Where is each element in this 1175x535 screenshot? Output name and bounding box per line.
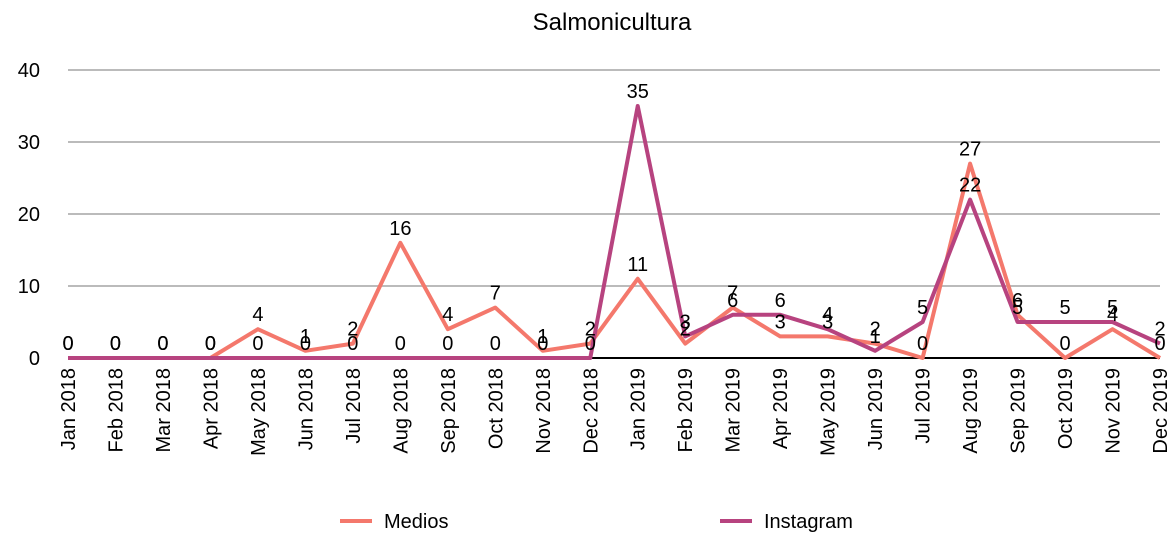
x-tick-label: Mar 2019 xyxy=(723,368,745,453)
x-tick-label: Oct 2019 xyxy=(1055,368,1077,449)
x-tick-label: Nov 2018 xyxy=(533,368,555,454)
data-label: 7 xyxy=(727,283,738,305)
data-label: 0 xyxy=(110,333,121,355)
data-label: 0 xyxy=(537,333,548,355)
x-tick-label: Jan 2018 xyxy=(58,368,80,450)
data-label: 27 xyxy=(959,139,981,161)
data-label: 6 xyxy=(775,290,786,312)
x-tick-label: Sep 2018 xyxy=(438,368,460,454)
x-tick-label: Jul 2018 xyxy=(343,368,365,444)
data-label: 0 xyxy=(585,333,596,355)
data-label: 5 xyxy=(917,297,928,319)
x-tick-label: Feb 2019 xyxy=(675,368,697,453)
x-tick-label: Aug 2019 xyxy=(960,368,982,454)
data-label: 0 xyxy=(300,333,311,355)
y-tick-label: 30 xyxy=(18,132,40,154)
data-label: 0 xyxy=(62,333,73,355)
x-tick-label: Feb 2018 xyxy=(105,368,127,453)
x-tick-label: Aug 2018 xyxy=(390,368,412,454)
data-label: 0 xyxy=(347,333,358,355)
data-label: 2 xyxy=(585,319,596,341)
data-label: 35 xyxy=(627,81,649,103)
data-label: 4 xyxy=(822,304,833,326)
data-label: 3 xyxy=(775,311,786,333)
y-tick-label: 10 xyxy=(18,276,40,298)
data-label: 4 xyxy=(1107,304,1118,326)
x-tick-label: May 2018 xyxy=(248,368,270,456)
data-label: 16 xyxy=(389,218,411,240)
data-label: 0 xyxy=(1154,333,1165,355)
data-label: 5 xyxy=(1059,297,1070,319)
x-tick-label: Jul 2019 xyxy=(913,368,935,444)
data-label: 1 xyxy=(300,326,311,348)
data-label: 0 xyxy=(252,333,263,355)
legend-label: Medios xyxy=(384,511,448,533)
data-label: 1 xyxy=(537,326,548,348)
x-tick-label: Dec 2019 xyxy=(1150,368,1172,454)
data-label: 3 xyxy=(822,311,833,333)
data-label: 2 xyxy=(1154,319,1165,341)
data-label: 6 xyxy=(1012,290,1023,312)
x-tick-label: Oct 2018 xyxy=(485,368,507,449)
series-line xyxy=(68,161,1162,360)
data-label: 5 xyxy=(1107,297,1118,319)
x-tick-label: Jun 2018 xyxy=(295,368,317,450)
x-tick-label: Dec 2018 xyxy=(580,368,602,454)
data-label: 0 xyxy=(395,333,406,355)
data-label: 4 xyxy=(442,304,453,326)
chart-title: Salmonicultura xyxy=(533,9,692,36)
data-label: 11 xyxy=(627,254,648,276)
series-line xyxy=(68,104,1161,360)
legend-label: Instagram xyxy=(764,511,853,533)
data-label: 2 xyxy=(870,319,881,341)
x-tick-label: Jan 2019 xyxy=(628,368,650,450)
x-tick-label: Apr 2019 xyxy=(770,368,792,449)
data-label: 0 xyxy=(157,333,168,355)
x-tick-label: Mar 2018 xyxy=(153,368,175,453)
data-label: 6 xyxy=(727,290,738,312)
data-label: 0 xyxy=(442,333,453,355)
y-tick-label: 0 xyxy=(29,348,40,370)
y-tick-label: 40 xyxy=(18,60,40,82)
data-label: 0 xyxy=(62,333,73,355)
data-label: 0 xyxy=(490,333,501,355)
x-tick-label: Sep 2019 xyxy=(1008,368,1030,454)
data-label: 0 xyxy=(205,333,216,355)
x-tick-label: Jun 2019 xyxy=(865,368,887,450)
data-label: 3 xyxy=(680,311,691,333)
data-label: 1 xyxy=(870,326,881,348)
data-label: 4 xyxy=(252,304,263,326)
data-label: 22 xyxy=(959,175,981,197)
data-label: 0 xyxy=(917,333,928,355)
data-label: 0 xyxy=(1059,333,1070,355)
x-tick-label: Apr 2018 xyxy=(200,368,222,449)
data-label: 2 xyxy=(680,319,691,341)
data-label: 2 xyxy=(347,319,358,341)
x-tick-label: May 2019 xyxy=(818,368,840,456)
data-label: 5 xyxy=(1012,297,1023,319)
x-tick-label: Nov 2019 xyxy=(1103,368,1125,454)
data-label: 0 xyxy=(205,333,216,355)
data-label: 7 xyxy=(490,283,501,305)
data-label: 0 xyxy=(110,333,121,355)
y-tick-label: 20 xyxy=(18,204,40,226)
data-label: 0 xyxy=(157,333,168,355)
